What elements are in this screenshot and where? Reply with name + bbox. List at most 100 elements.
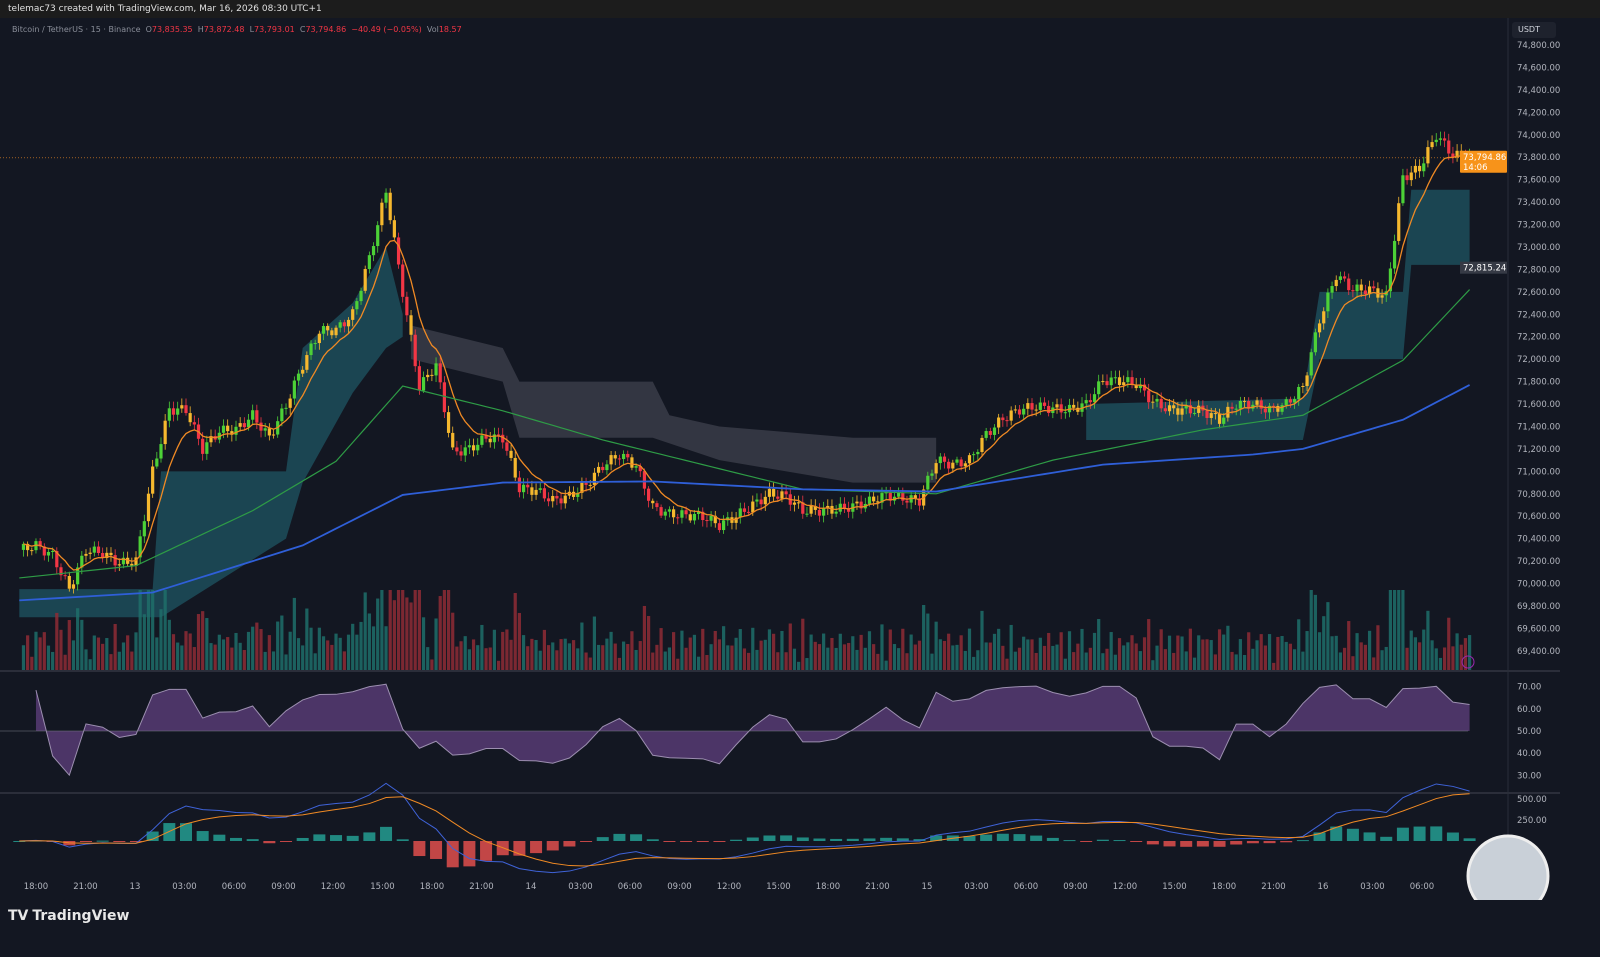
candle-body [1338, 276, 1342, 280]
macd-histogram-bar [880, 837, 893, 841]
volume-bar [163, 590, 167, 670]
price-tick-label: 72,800.00 [1517, 265, 1560, 275]
volume-bar [142, 614, 146, 670]
volume-bar [663, 651, 667, 670]
candle-body [384, 192, 388, 203]
macd-histogram [13, 823, 1476, 868]
volume-bar [776, 652, 780, 670]
candle-body [205, 442, 209, 454]
candle-body [901, 492, 905, 501]
macd-histogram-bar [813, 838, 826, 841]
volume-bar [246, 631, 251, 670]
candle-body [955, 459, 959, 463]
volume-bar [1447, 617, 1451, 670]
macd-histogram-bar [263, 841, 276, 844]
candle-body [1309, 352, 1313, 376]
volume-bar [867, 631, 872, 670]
candle-body [351, 309, 355, 320]
candle-body [1342, 276, 1347, 279]
price-tick-label: 71,400.00 [1517, 422, 1560, 432]
candle-body [1001, 417, 1005, 421]
price-tick-label: 72,400.00 [1517, 310, 1560, 320]
volume-bar [701, 628, 705, 670]
macd-histogram-bar [146, 831, 159, 841]
volume-bar [813, 641, 817, 670]
candle-body [184, 405, 188, 414]
candle-body [1092, 394, 1097, 403]
volume-bar [617, 657, 622, 670]
candle-body [1151, 401, 1155, 403]
volume-bar [788, 623, 792, 670]
volume-bar [46, 645, 51, 670]
candle-body [1401, 175, 1405, 204]
volume-bar [1067, 631, 1072, 670]
macd-histogram-bar [1180, 841, 1193, 847]
open-label: O [145, 25, 152, 34]
volume-bar [1342, 647, 1347, 670]
candle-body [805, 513, 809, 515]
candle-body [242, 423, 246, 428]
candle-body [326, 325, 330, 331]
macd-histogram-bar [913, 839, 926, 841]
candle-body [546, 498, 551, 502]
candle-body [1026, 403, 1030, 409]
macd-histogram-bar [513, 841, 526, 856]
volume-bar [1013, 651, 1017, 670]
candle-body [880, 493, 884, 503]
candle-body [1372, 286, 1376, 289]
volume-bar [863, 647, 867, 670]
volume-bar [938, 639, 942, 670]
volume-bar [596, 644, 601, 670]
candle-body [588, 484, 592, 486]
volume-bar [330, 644, 334, 670]
volume-bar [934, 621, 938, 670]
candle-body [1113, 377, 1117, 379]
volume-bar [1347, 621, 1351, 670]
macd-histogram-bar [1330, 826, 1343, 841]
volume-bar [309, 627, 313, 670]
tradingview-logo[interactable]: 𝗧𝗩 TradingView [8, 908, 129, 924]
price-chart[interactable]: 74,800.00 74,600.00 74,400.00 74,200.00 74,0… [0, 18, 1600, 900]
candle-body [617, 458, 622, 460]
volume-bar [1280, 636, 1284, 670]
candle-body [367, 255, 371, 270]
price-tick-label: 73,600.00 [1517, 176, 1560, 186]
candle-body [584, 482, 588, 485]
candle-body [1413, 165, 1418, 173]
volume-bar [1022, 636, 1026, 670]
candle-body [284, 407, 288, 409]
candles [21, 131, 1472, 594]
volume-bar [371, 626, 376, 670]
volume-bar [1222, 634, 1226, 670]
candle-body [292, 380, 296, 399]
macd-histogram-bar [663, 841, 676, 842]
volume-bar [705, 654, 709, 670]
candle-body [1005, 420, 1009, 422]
candle-body [1451, 153, 1455, 158]
volume-bar [1092, 632, 1097, 670]
candle-body [401, 264, 405, 297]
macd-tick-label: 250.00 [1517, 816, 1547, 826]
volume-bar [1034, 652, 1038, 670]
candle-body [667, 509, 672, 512]
tv-logo-icon: 𝗧𝗩 [8, 908, 29, 924]
volume-bar [1367, 630, 1372, 670]
volume-bar [972, 656, 976, 670]
currency-button[interactable]: USDT [1512, 22, 1556, 38]
candle-body [646, 488, 651, 501]
volume-bar [534, 640, 538, 670]
candle-body [334, 327, 338, 336]
last-price-badge [1460, 150, 1507, 173]
symbol-legend: Bitcoin / TetherUS · 15 · Binance O73,83… [12, 25, 462, 34]
price-tick-label: 72,600.00 [1517, 288, 1560, 298]
volume-bar [413, 590, 417, 670]
candle-body [759, 499, 763, 505]
volume-bar [126, 635, 130, 670]
candle-body [1442, 138, 1447, 141]
macd-histogram-bar [1130, 841, 1143, 842]
volume-bar [1097, 619, 1101, 670]
volume-bar [76, 608, 80, 670]
volume-bar [159, 609, 163, 670]
high-label: H [197, 25, 204, 34]
candle-body [813, 505, 817, 510]
